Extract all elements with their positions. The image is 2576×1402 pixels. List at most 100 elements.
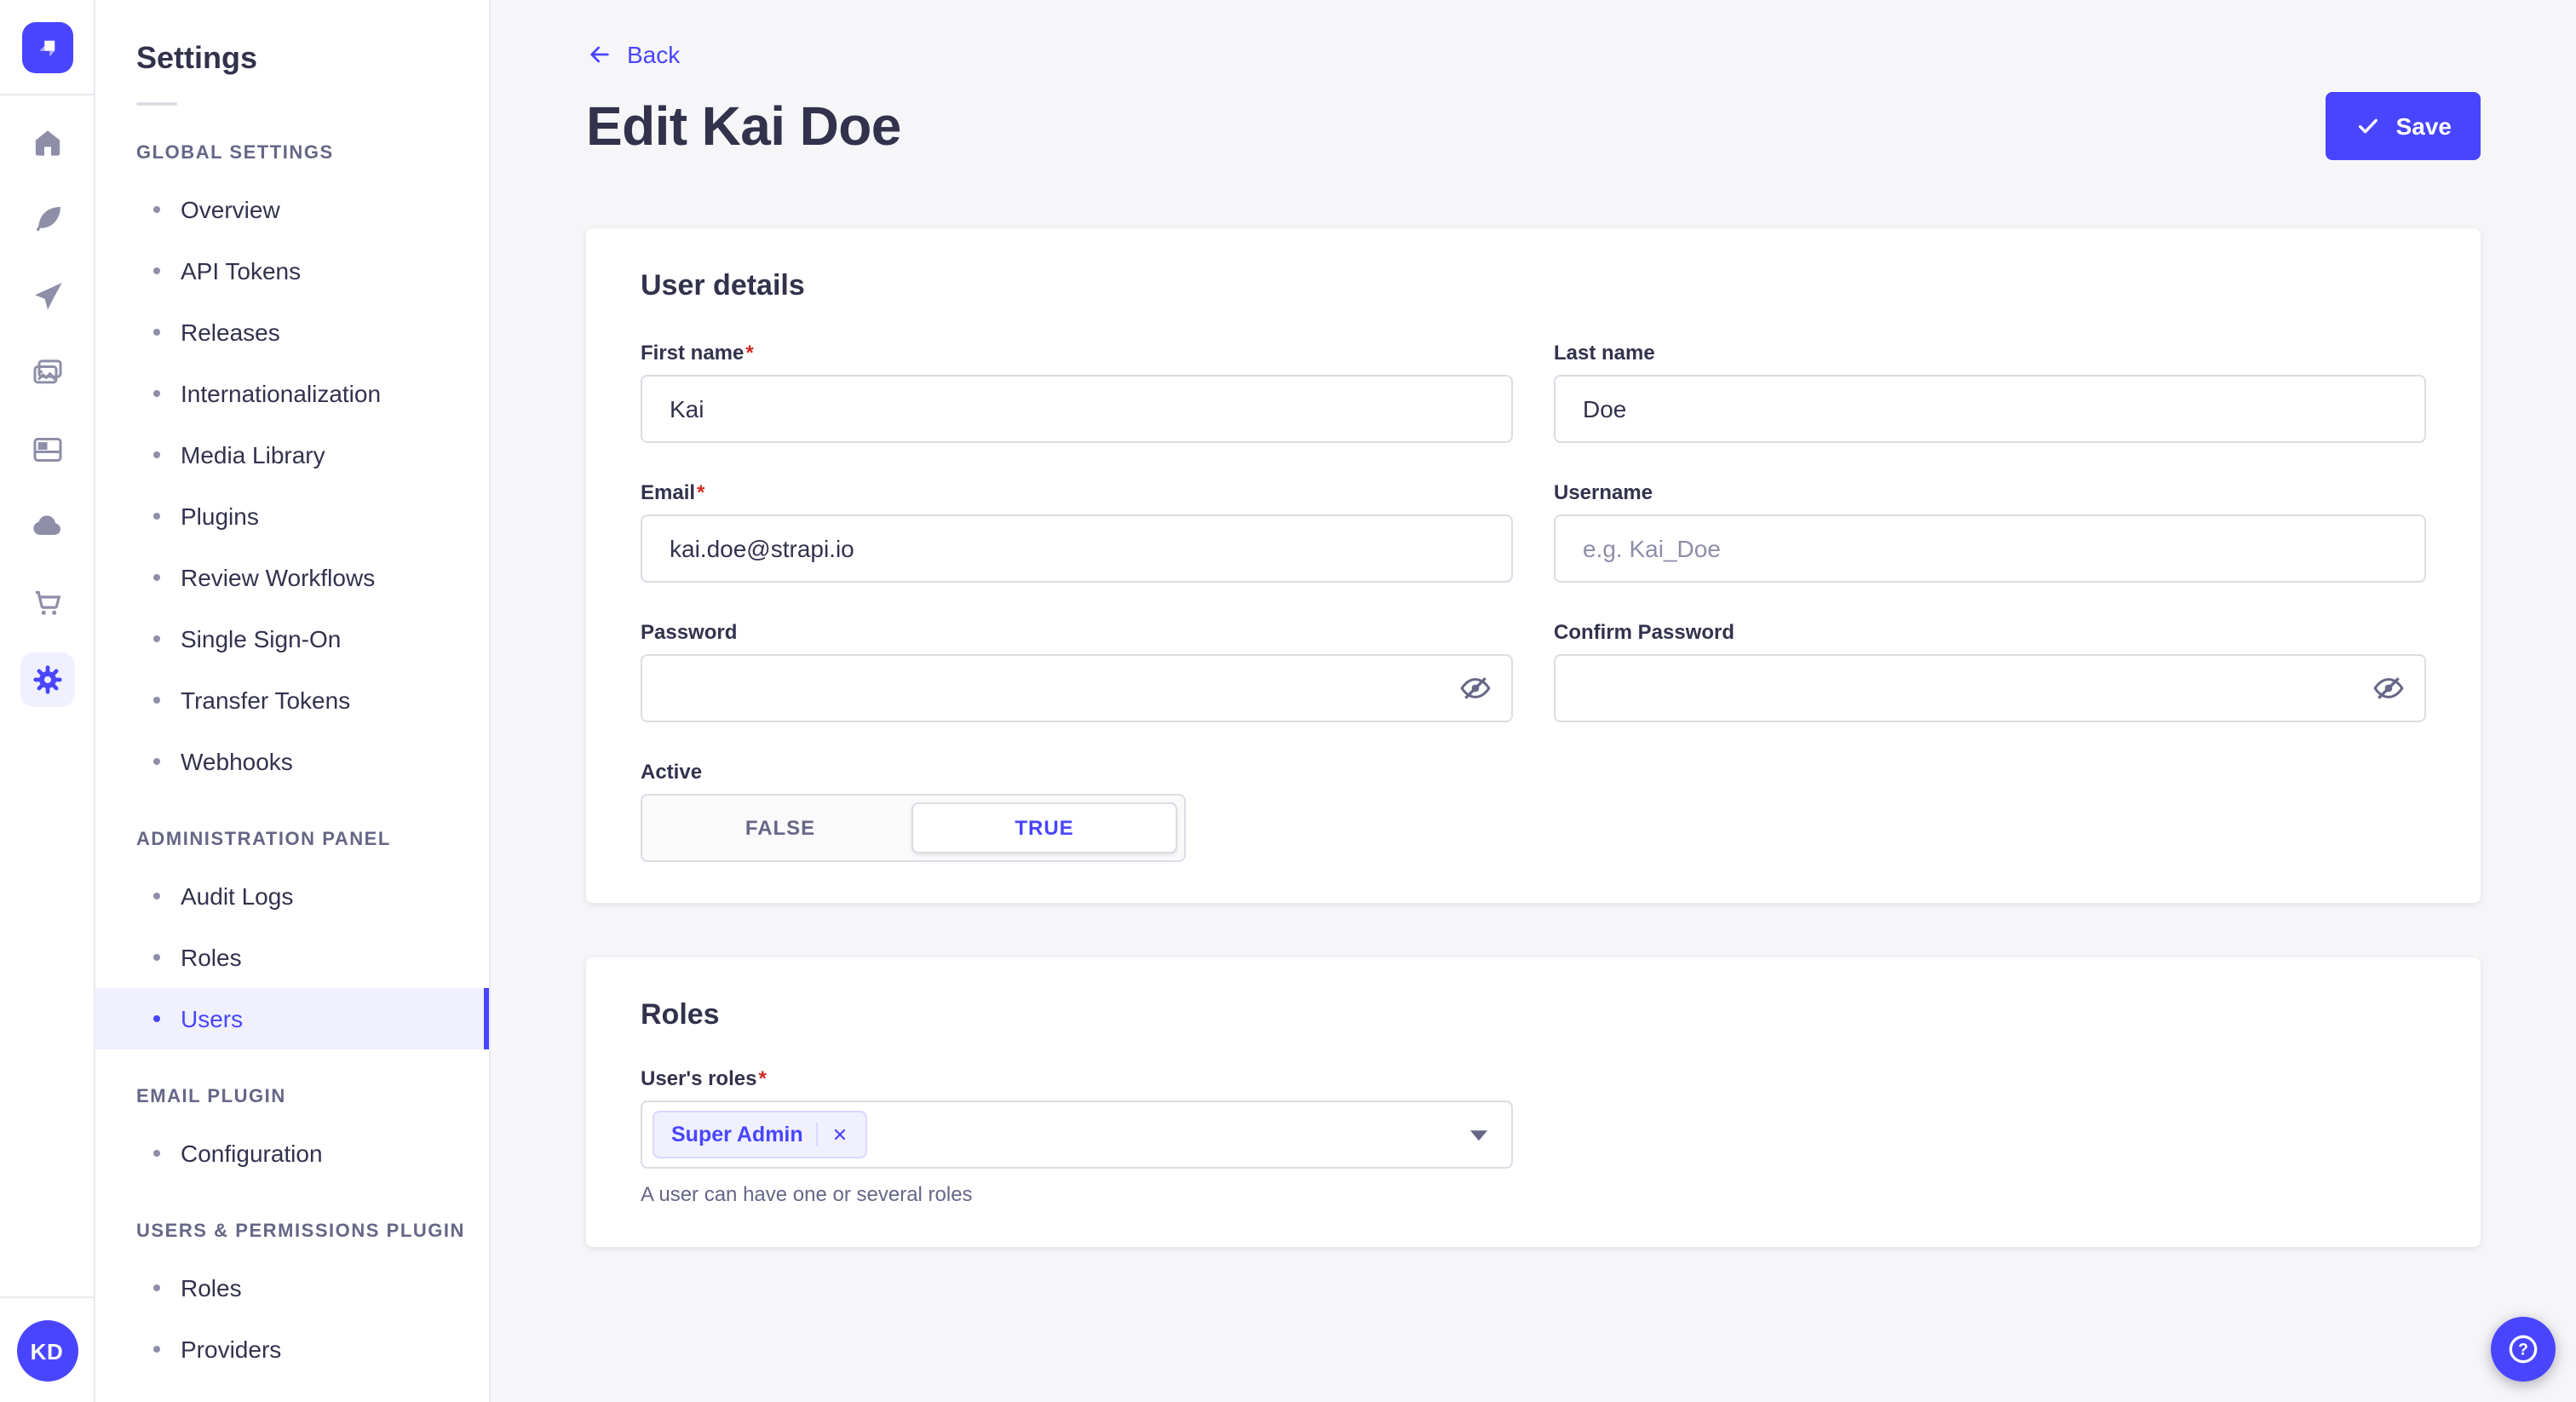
user-roles-label: User's roles *	[641, 1066, 767, 1090]
strapi-logo-icon[interactable]	[21, 22, 72, 73]
question-circle-icon: ?	[2509, 1335, 2538, 1364]
sidebar-item-internationalization[interactable]: Internationalization	[95, 363, 489, 424]
user-avatar[interactable]: KD	[16, 1320, 78, 1382]
bullet-icon	[153, 954, 160, 961]
settings-sidebar: Settings GLOBAL SETTINGS Overview API Toke…	[95, 0, 491, 1402]
sidebar-item-review-workflows[interactable]: Review Workflows	[95, 547, 489, 608]
password-field-group: Password	[641, 620, 1513, 722]
arrow-left-icon	[590, 46, 609, 63]
cart-icon[interactable]	[20, 576, 74, 630]
sidebar-item-label: Roles	[181, 1274, 242, 1301]
rail-bottom: KD	[0, 1296, 94, 1402]
check-icon	[2359, 118, 2378, 134]
sidebar-item-users[interactable]: Users	[95, 988, 489, 1049]
sidebar-item-single-sign-on[interactable]: Single Sign-On	[95, 608, 489, 669]
first-name-input[interactable]	[641, 375, 1513, 443]
bullet-icon	[153, 329, 160, 336]
toggle-option-true[interactable]: TRUE	[911, 802, 1177, 853]
first-name-label: First name *	[641, 341, 754, 365]
layout-icon[interactable]	[20, 422, 74, 477]
user-roles-field-group: User's roles * Super Admin A user can hav…	[641, 1066, 2426, 1206]
save-button[interactable]: Save	[2326, 92, 2481, 160]
sidebar-item-media-library[interactable]: Media Library	[95, 424, 489, 486]
sidebar-item-api-tokens[interactable]: API Tokens	[95, 240, 489, 302]
help-button[interactable]: ?	[2491, 1317, 2556, 1382]
password-input[interactable]	[641, 654, 1513, 722]
sidebar-item-label: Providers	[181, 1336, 282, 1363]
roles-card: Roles User's roles * Super Admin A user c…	[586, 957, 2481, 1247]
sidebar-item-plugins[interactable]: Plugins	[95, 486, 489, 547]
sidebar-title-divider	[136, 102, 177, 106]
sidebar-item-label: Releases	[181, 319, 280, 346]
confirm-password-field-group: Confirm Password	[1554, 620, 2426, 722]
sidebar-item-label: Single Sign-On	[181, 625, 342, 652]
password-label: Password	[641, 620, 738, 644]
last-name-input[interactable]	[1554, 375, 2426, 443]
toggle-option-false[interactable]: FALSE	[745, 816, 816, 840]
eye-slash-icon[interactable]	[2372, 671, 2406, 705]
confirm-password-input[interactable]	[1554, 654, 2426, 722]
sidebar-item-label: API Tokens	[181, 257, 302, 284]
tag-divider	[816, 1123, 819, 1146]
sidebar-item-transfer-tokens[interactable]: Transfer Tokens	[95, 669, 489, 731]
chevron-down-icon	[1470, 1130, 1487, 1141]
bullet-icon	[153, 574, 160, 581]
sidebar-item-label: Review Workflows	[181, 564, 376, 591]
sidebar-section-label: EMAIL PLUGIN	[136, 1087, 286, 1107]
last-name-field-group: Last name	[1554, 341, 2426, 443]
sidebar-sections: GLOBAL SETTINGS Overview API Tokens Release…	[95, 143, 489, 1380]
username-field-group: Username	[1554, 480, 2426, 583]
bullet-icon	[153, 1015, 160, 1022]
strapi-logo-glyph	[38, 40, 55, 57]
last-name-label: Last name	[1554, 341, 1655, 365]
sidebar-item-releases[interactable]: Releases	[95, 302, 489, 363]
home-icon[interactable]	[20, 116, 74, 170]
required-marker: *	[758, 1066, 767, 1090]
active-toggle: FALSE TRUE	[641, 794, 1186, 862]
sidebar-item-audit-logs[interactable]: Audit Logs	[95, 865, 489, 927]
username-label: Username	[1554, 480, 1653, 504]
bullet-icon	[153, 758, 160, 765]
email-input[interactable]	[641, 514, 1513, 583]
required-marker: *	[745, 341, 754, 365]
sidebar-item-overview[interactable]: Overview	[95, 179, 489, 240]
active-field-group: Active FALSE TRUE	[641, 760, 2426, 862]
page-title: Edit Kai Doe	[586, 95, 901, 156]
bullet-icon	[153, 513, 160, 520]
roles-title: Roles	[641, 998, 720, 1031]
paper-plane-icon[interactable]	[20, 269, 74, 324]
bullet-icon	[153, 267, 160, 274]
email-field-group: Email *	[641, 480, 1513, 583]
rail-bottom-divider	[0, 1296, 94, 1298]
header-row: Edit Kai Doe Save	[586, 92, 2481, 160]
required-marker: *	[697, 480, 705, 504]
sidebar-item-label: Configuration	[181, 1140, 323, 1167]
bullet-icon	[153, 1346, 160, 1353]
sidebar-item-webhooks[interactable]: Webhooks	[95, 731, 489, 792]
sidebar-item-roles[interactable]: Roles	[95, 1257, 489, 1319]
eye-slash-icon[interactable]	[1458, 671, 1492, 705]
sidebar-section-label: USERS & PERMISSIONS PLUGIN	[136, 1221, 465, 1242]
confirm-password-label: Confirm Password	[1554, 620, 1735, 644]
bullet-icon	[153, 206, 160, 213]
gear-icon[interactable]	[20, 652, 74, 707]
email-label: Email *	[641, 480, 705, 504]
remove-role-icon[interactable]	[832, 1126, 849, 1143]
username-input[interactable]	[1554, 514, 2426, 583]
sidebar-item-providers[interactable]: Providers	[95, 1319, 489, 1380]
sidebar-item-label: Plugins	[181, 503, 259, 530]
rail-icon-list	[20, 95, 74, 707]
sidebar-item-roles[interactable]: Roles	[95, 927, 489, 988]
user-details-title: User details	[641, 269, 805, 302]
user-details-grid: First name* Last name Email* Username Pa…	[641, 341, 2426, 722]
pictures-icon[interactable]	[20, 346, 74, 400]
feather-icon[interactable]	[20, 192, 74, 247]
main-content: Back Edit Kai Doe Save User details Firs…	[491, 0, 2576, 1402]
back-link[interactable]: Back	[586, 41, 680, 68]
user-roles-select[interactable]: Super Admin	[641, 1100, 1513, 1169]
sidebar-item-configuration[interactable]: Configuration	[95, 1123, 489, 1184]
cloud-icon[interactable]	[20, 499, 74, 554]
svg-text:?: ?	[2518, 1342, 2528, 1359]
role-tag-label: Super Admin	[671, 1123, 803, 1146]
